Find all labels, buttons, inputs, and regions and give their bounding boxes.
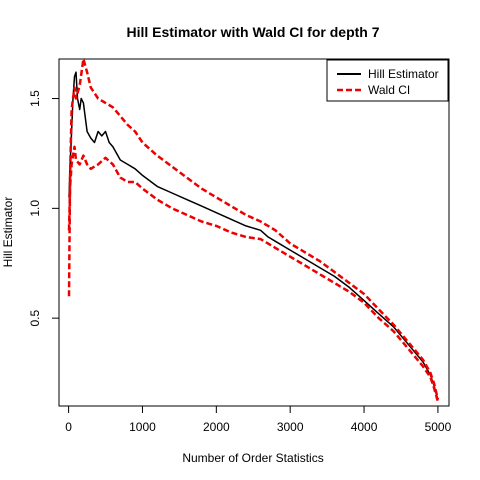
- x-tick-label: 1000: [129, 420, 156, 434]
- chart-title: Hill Estimator with Wald CI for depth 7: [126, 24, 379, 40]
- x-tick-label: 0: [65, 420, 72, 434]
- y-tick-label: 0.5: [28, 309, 42, 326]
- legend-label-hill-estimator: Hill Estimator: [368, 67, 439, 81]
- series-line-wald-ci-upper: [67, 57, 440, 400]
- y-axis: 0.5 1.0 1.5: [28, 90, 60, 326]
- y-tick-label: 1.5: [28, 90, 42, 107]
- series-line-hill-estimator: [68, 71, 439, 400]
- series-layer: [67, 57, 440, 402]
- legend-box: [326, 59, 449, 102]
- x-tick-label: 2000: [203, 420, 230, 434]
- legend: Hill Estimator Wald CI: [326, 59, 449, 102]
- legend-label-wald-ci: Wald CI: [368, 83, 410, 97]
- x-tick-label: 4000: [351, 420, 378, 434]
- x-tick-label: 3000: [277, 420, 304, 434]
- x-tick-label: 5000: [425, 420, 452, 434]
- x-axis-label: Number of Order Statistics: [182, 451, 323, 465]
- x-axis: 0 1000 2000 3000 4000 5000: [65, 405, 452, 434]
- y-tick-label: 1.0: [28, 200, 42, 217]
- y-axis-label: Hill Estimator: [1, 197, 15, 268]
- series-line-wald-ci-lower: [67, 145, 440, 402]
